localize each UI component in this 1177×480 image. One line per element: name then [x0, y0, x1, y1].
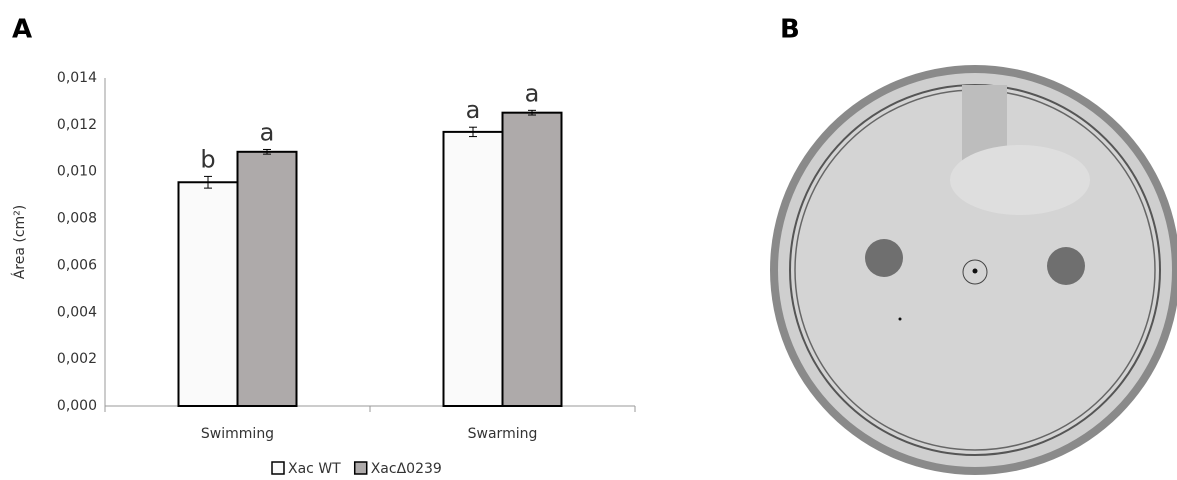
- bar: [503, 113, 562, 406]
- light-area: [950, 145, 1090, 215]
- legend-label: Xac WT: [288, 461, 341, 477]
- speck: [899, 318, 902, 321]
- significance-letter: a: [260, 118, 275, 146]
- y-tick-label: 0,004: [57, 304, 97, 320]
- y-tick-label: 0,000: [57, 398, 97, 414]
- petri-dish: [770, 65, 1177, 475]
- bar: [444, 132, 503, 406]
- y-tick-label: 0,008: [57, 211, 97, 227]
- y-tick-label: 0,006: [57, 257, 97, 273]
- y-tick-label: 0,002: [57, 351, 97, 367]
- panel-label: A: [12, 15, 32, 45]
- x-tick-label: Swimming: [201, 426, 274, 442]
- y-tick-label: 0,010: [57, 164, 97, 180]
- significance-letter: a: [466, 96, 481, 124]
- significance-letter: a: [525, 79, 540, 107]
- legend-swatch: [355, 462, 367, 474]
- inoculation-point: [973, 269, 978, 274]
- bar: [179, 182, 238, 406]
- colony: [865, 239, 903, 277]
- significance-letter: b: [200, 145, 215, 173]
- figure: A B Área (cm²) 0,000 0,002 0,004 0,006 0,008…: [0, 0, 1177, 480]
- legend-swatch: [272, 462, 284, 474]
- panel-label: B: [780, 15, 800, 45]
- bar: [238, 152, 297, 406]
- legend-label: XacΔ0239: [371, 461, 442, 477]
- x-tick-label: Swarming: [468, 426, 538, 442]
- y-axis-label: Área (cm²): [11, 205, 28, 280]
- y-tick-label: 0,012: [57, 117, 97, 133]
- y-tick-label: 0,014: [57, 70, 97, 86]
- colony: [1047, 247, 1085, 285]
